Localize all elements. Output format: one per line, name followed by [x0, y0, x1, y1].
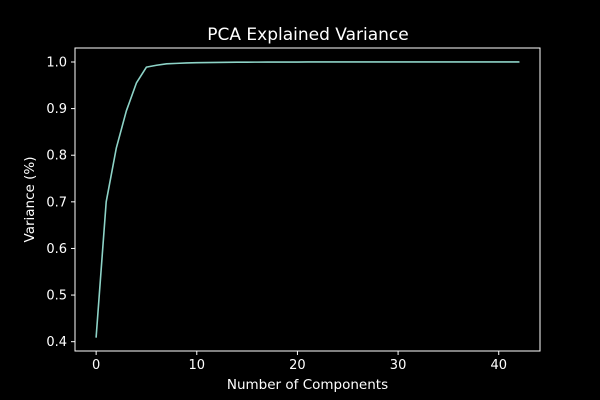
- y-axis-label: Variance (%): [22, 157, 38, 243]
- y-tick-label: 0.6: [46, 242, 67, 257]
- axes-frame: [74, 47, 541, 352]
- x-tick-label: 20: [289, 358, 306, 373]
- series-layer: [95, 61, 520, 338]
- y-tick-label: 0.9: [46, 102, 67, 117]
- x-tick-label: 30: [390, 358, 407, 373]
- y-tick-label: 1.0: [46, 55, 67, 70]
- x-tick-label: 0: [92, 358, 100, 373]
- x-axis-label: Number of Components: [227, 377, 388, 393]
- y-tick-label: 0.8: [46, 149, 67, 164]
- chart-title: PCA Explained Variance: [207, 25, 408, 45]
- y-tick-label: 0.4: [46, 335, 67, 350]
- y-tick-label: 0.5: [46, 289, 67, 304]
- y-axis-ticks: 0.4 0.5 0.6 0.7 0.8 0.9 1.0: [46, 55, 75, 350]
- y-tick-label: 0.7: [46, 195, 67, 210]
- explained-variance-line: [95, 61, 520, 338]
- x-tick-label: 10: [189, 358, 206, 373]
- x-axis-ticks: 0 10 20 30 40: [92, 351, 507, 373]
- plot-area: 0 10 20 30 40 0.4 0.5 0.6 0.7 0.8 0.9 1.0: [46, 47, 541, 373]
- x-tick-label: 40: [490, 358, 507, 373]
